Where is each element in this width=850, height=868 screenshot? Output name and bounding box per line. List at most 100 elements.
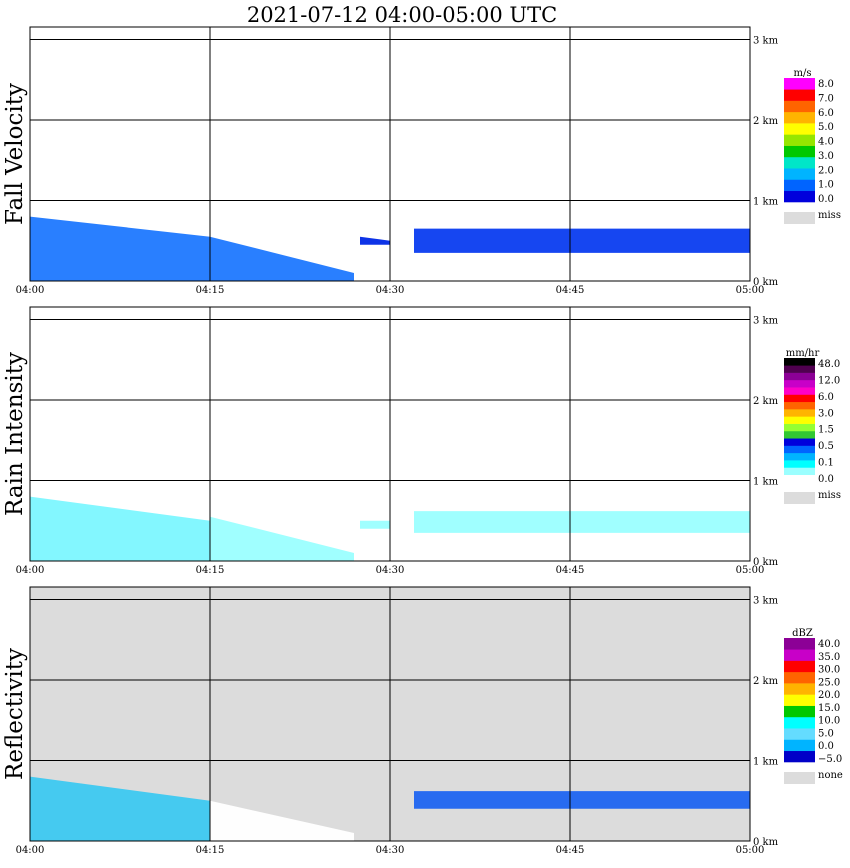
- x-tick-label: 04:30: [376, 285, 405, 296]
- colorbar-swatch: [784, 365, 815, 373]
- colorbar-tick-label: 15.0: [818, 703, 840, 714]
- panel-1: 04:00 04:15 04:30 04:45 05:000 km 1 km 2 km 3 k…: [2, 26, 841, 296]
- y-tick-label: 0 km: [753, 557, 779, 568]
- y-tick-label: 2 km: [753, 396, 779, 407]
- echo-region-1: [30, 496, 210, 561]
- y-tick-label: 1 km: [753, 477, 779, 488]
- colorbar-swatch: [784, 100, 815, 113]
- colorbar-tick-label: 10.0: [818, 716, 840, 727]
- x-tick-label: 04:00: [16, 565, 45, 576]
- colorbar-missing-label: miss: [818, 490, 841, 501]
- y-tick-label: 0 km: [753, 277, 779, 288]
- chart-title: 2021-07-12 04:00-05:00 UTC: [247, 3, 557, 27]
- colorbar-units-label: m/s: [794, 68, 812, 79]
- colorbar-tick-label: 0.0: [818, 194, 834, 205]
- echo-region-3: [360, 236, 390, 245]
- colorbar-missing-swatch: [784, 492, 815, 504]
- colorbar-swatch: [784, 401, 815, 410]
- y-tick-label: 3 km: [753, 596, 779, 607]
- colorbar-swatch: [784, 168, 815, 180]
- colorbar-tick-label: 6.0: [818, 108, 834, 119]
- y-tick-label: 1 km: [753, 197, 779, 208]
- colorbar-swatch: [784, 394, 815, 403]
- x-tick-label: 05:00: [736, 285, 765, 296]
- colorbar-missing-label: miss: [818, 210, 841, 221]
- colorbar-missing-label: none: [818, 770, 843, 781]
- colorbar-tick-label: 20.0: [818, 690, 840, 701]
- colorbar-swatch: [784, 190, 815, 203]
- colorbar-swatch: [784, 671, 815, 684]
- colorbar-swatch: [784, 750, 815, 763]
- colorbar-tick-label: 30.0: [818, 665, 840, 676]
- x-tick-label: 04:45: [556, 845, 585, 856]
- y-tick-label: 2 km: [753, 676, 779, 687]
- x-tick-label: 04:00: [16, 285, 45, 296]
- colorbar-tick-label: 48.0: [818, 359, 840, 370]
- colorbar-tick-label: 35.0: [818, 652, 840, 663]
- colorbar-swatch: [784, 467, 815, 476]
- colorbar-tick-label: 5.0: [818, 122, 834, 133]
- colorbar-swatch: [784, 430, 815, 439]
- colorbar-tick-label: 1.0: [818, 180, 834, 191]
- colorbar-tick-label: 2.0: [818, 165, 834, 176]
- colorbar-swatch: [784, 409, 815, 417]
- colorbar-swatch: [784, 660, 815, 673]
- y-tick-label: 2 km: [753, 116, 779, 127]
- colorbar-swatch: [784, 387, 815, 395]
- colorbar-swatch: [784, 438, 815, 446]
- colorbar-tick-label: 4.0: [818, 137, 834, 148]
- colorbar-swatch: [784, 694, 815, 706]
- colorbar-tick-label: 12.0: [818, 375, 840, 386]
- colorbar-tick-label: 0.1: [818, 458, 834, 469]
- x-tick-label: 04:30: [376, 565, 405, 576]
- colorbar-tick-label: 0.0: [818, 741, 834, 752]
- colorbar-tick-label: 40.0: [818, 639, 840, 650]
- y-axis-label: Fall Velocity: [2, 83, 28, 225]
- y-tick-label: 0 km: [753, 837, 779, 848]
- x-tick-label: 04:15: [196, 565, 225, 576]
- colorbar-swatch: [784, 683, 815, 695]
- colorbar-swatch: [784, 705, 815, 718]
- y-axis-label: Rain Intensity: [2, 352, 28, 516]
- colorbar-swatch: [784, 358, 815, 366]
- colorbar-swatch: [784, 716, 815, 729]
- x-tick-label: 04:15: [196, 845, 225, 856]
- panel-frame: [29, 26, 751, 282]
- echo-region-1: [30, 216, 210, 281]
- echo-region-2: [210, 800, 354, 841]
- x-tick-label: 04:15: [196, 285, 225, 296]
- colorbar-tick-label: −5.0: [818, 754, 842, 765]
- colorbar-swatch: [784, 728, 815, 740]
- colorbar-swatch: [784, 416, 815, 424]
- x-tick-label: 04:00: [16, 845, 45, 856]
- colorbar-tick-label: 3.0: [818, 151, 834, 162]
- colorbar-swatch: [784, 460, 815, 468]
- colorbar-units-label: mm/hr: [786, 348, 820, 359]
- colorbar-swatch: [784, 89, 815, 101]
- colorbar-tick-label: 6.0: [818, 392, 834, 403]
- colorbar-tick-label: 3.0: [818, 408, 834, 419]
- colorbar-tick-label: 8.0: [818, 79, 834, 90]
- x-tick-label: 05:00: [736, 845, 765, 856]
- colorbar-tick-label: 1.5: [818, 425, 834, 436]
- echo-region-3: [414, 791, 750, 809]
- echo-region-2: [210, 516, 354, 561]
- panels-group: 04:00 04:15 04:30 04:45 05:000 km1 km2 km3 k…: [2, 26, 843, 856]
- x-tick-label: 04:30: [376, 845, 405, 856]
- colorbar-swatch: [784, 145, 815, 158]
- colorbar-swatch: [784, 649, 815, 661]
- colorbar-swatch: [784, 372, 815, 381]
- colorbar-tick-label: 25.0: [818, 677, 840, 688]
- y-axis-label: Reflectivity: [2, 648, 28, 780]
- echo-region-1: [30, 776, 210, 841]
- panel-2: 04:00 04:15 04:30 04:45 05:000 km 1 km 2 km 3 k…: [2, 306, 841, 576]
- y-tick-label: 3 km: [753, 36, 779, 47]
- colorbar-swatch: [784, 78, 815, 90]
- colorbar-swatch: [784, 452, 815, 461]
- colorbar-swatch: [784, 445, 815, 454]
- colorbar-tick-label: 5.0: [818, 728, 834, 739]
- panel-frame: [29, 306, 751, 562]
- colorbar-swatch: [784, 739, 815, 752]
- x-tick-label: 04:45: [556, 565, 585, 576]
